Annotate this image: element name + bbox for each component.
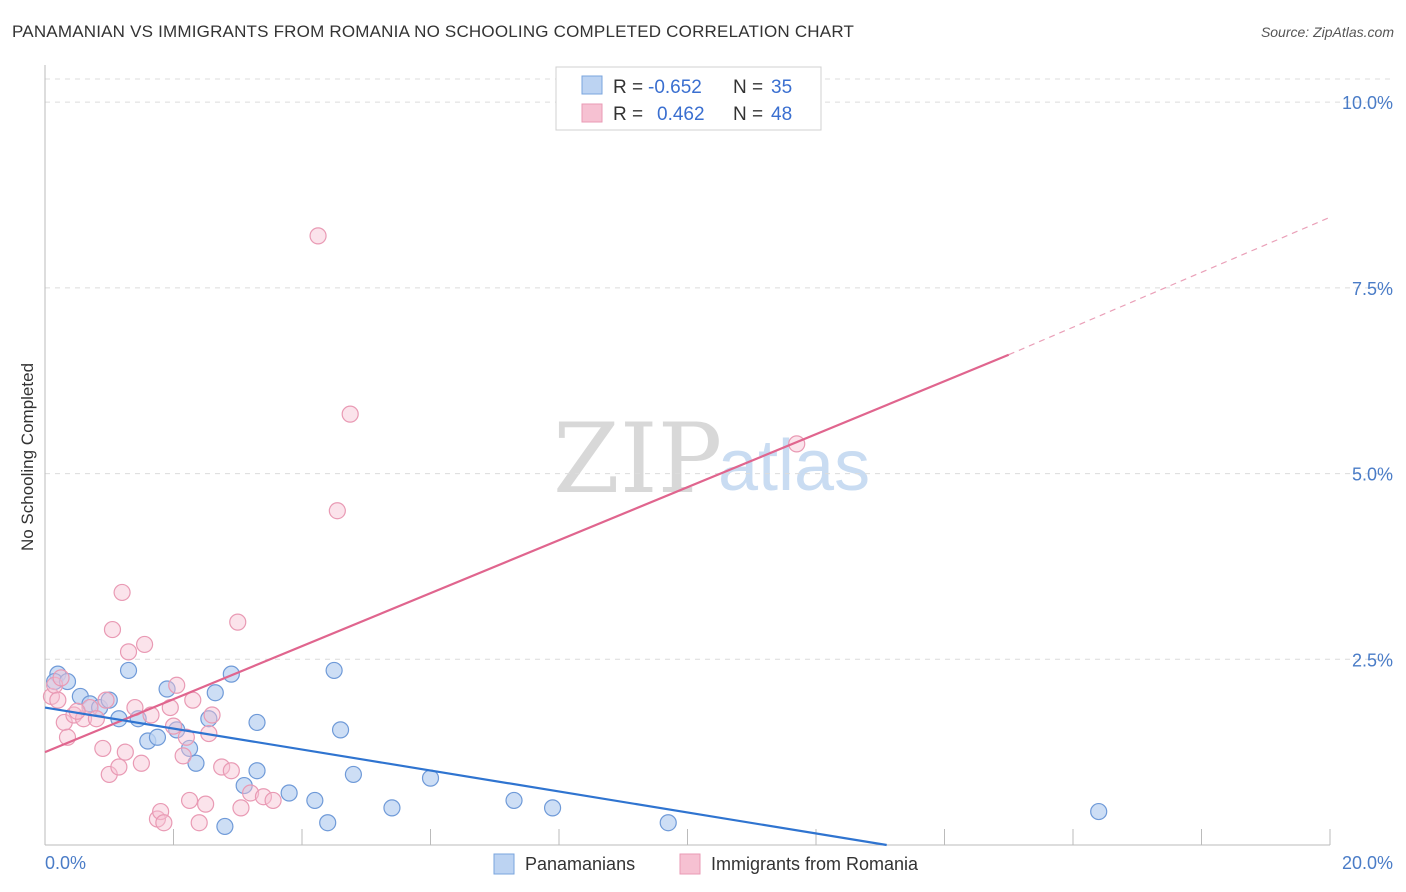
legend-r-value-2: 0.462: [657, 104, 705, 125]
romania-point: [168, 676, 186, 694]
romania-point: [132, 754, 150, 772]
y-tick-label: 2.5%: [1352, 650, 1393, 670]
romania-point: [222, 762, 240, 780]
romania-point: [203, 706, 221, 724]
panamanian-point: [543, 799, 562, 817]
panamanian-point: [148, 728, 167, 746]
romania-point: [177, 728, 195, 746]
romania-trend-line: [44, 353, 1010, 754]
romania-point: [254, 788, 273, 806]
romania-point: [164, 717, 183, 735]
romania-point: [103, 620, 122, 639]
romania-point: [155, 814, 173, 832]
romania-point: [110, 758, 128, 776]
panamanian-point: [119, 661, 138, 680]
romania-point: [113, 583, 131, 602]
romania-point: [309, 227, 327, 245]
panamanian-point: [248, 762, 266, 780]
panamanian-point: [505, 791, 523, 810]
bottom-legend-label-panamanians: Panamanians: [525, 854, 635, 874]
panamanian-point: [248, 713, 266, 732]
romania-point: [116, 743, 134, 761]
data-points: [42, 227, 1108, 836]
legend-n-value-2: 48: [771, 104, 792, 125]
panamanian-point: [344, 765, 362, 784]
panamanian-point: [187, 754, 205, 772]
bottom-legend-swatch-pink: [679, 853, 701, 875]
romania-point: [264, 791, 282, 810]
panamanian-point: [280, 784, 298, 802]
romania-point: [213, 758, 231, 776]
bottom-legend-label-romania: Immigrants from Romania: [711, 854, 919, 874]
romania-point: [94, 739, 112, 758]
panamanian-trend-line: [44, 706, 887, 847]
romania-point: [135, 635, 154, 654]
romania-point: [119, 643, 138, 661]
bottom-legend-swatch-blue: [493, 853, 515, 875]
axes: 2.5% 5.0% 7.5% 10.0% 0.0% 20.0%: [44, 65, 1393, 873]
panamanian-point: [325, 661, 343, 680]
romania-point: [242, 784, 260, 802]
legend-r-label-2: R =: [613, 104, 643, 125]
panamanian-point: [306, 791, 324, 810]
legend-swatch-pink: [581, 103, 603, 123]
y-tick-label: 5.0%: [1352, 465, 1393, 485]
source-label: Source: ZipAtlas.com: [1260, 24, 1394, 40]
romania-point: [87, 710, 106, 728]
panamanian-point: [383, 799, 401, 817]
legend-n-value-1: 35: [771, 77, 792, 98]
romania-point: [229, 613, 247, 631]
panamanian-point: [206, 684, 224, 702]
romania-point: [180, 791, 199, 810]
panamanian-point: [659, 814, 677, 832]
romania-point: [49, 691, 67, 709]
panamanian-point: [331, 721, 350, 739]
y-tick-label: 10.0%: [1342, 93, 1393, 113]
chart-title: PANAMANIAN VS IMMIGRANTS FROM ROMANIA NO…: [12, 22, 855, 41]
panamanian-point: [319, 814, 337, 832]
romania-point: [341, 405, 359, 423]
romania-point: [152, 802, 170, 821]
romania-trend-extension: [1008, 216, 1331, 356]
legend-r-label-1: R =: [613, 77, 643, 98]
romania-point: [328, 502, 346, 520]
romania-point: [190, 814, 208, 832]
legend: R = -0.652 N = 35 R = 0.462 N = 48: [555, 66, 822, 131]
x-tick-label: 20.0%: [1342, 853, 1393, 873]
x-tick-label: 0.0%: [45, 853, 86, 873]
y-tick-label: 7.5%: [1352, 279, 1393, 299]
y-axis-label: No Schooling Completed: [18, 363, 37, 551]
legend-swatch-blue: [581, 75, 603, 95]
trend-lines: [44, 216, 1331, 847]
legend-n-label-1: N =: [733, 77, 763, 98]
romania-point: [232, 799, 250, 817]
romania-point: [97, 691, 115, 709]
panamanian-point: [1090, 802, 1108, 821]
watermark-zip: ZIP: [553, 403, 722, 515]
romania-point: [52, 669, 70, 687]
romania-point: [197, 795, 215, 813]
grid: [45, 78, 1395, 660]
bottom-legend: Panamanians Immigrants from Romania: [493, 853, 919, 875]
romania-point: [174, 747, 192, 765]
legend-r-value-1: -0.652: [648, 77, 702, 98]
panamanian-point: [216, 817, 234, 836]
legend-n-label-2: N =: [733, 104, 763, 125]
panamanian-point: [158, 680, 176, 698]
watermark-atlas: atlas: [718, 426, 870, 506]
